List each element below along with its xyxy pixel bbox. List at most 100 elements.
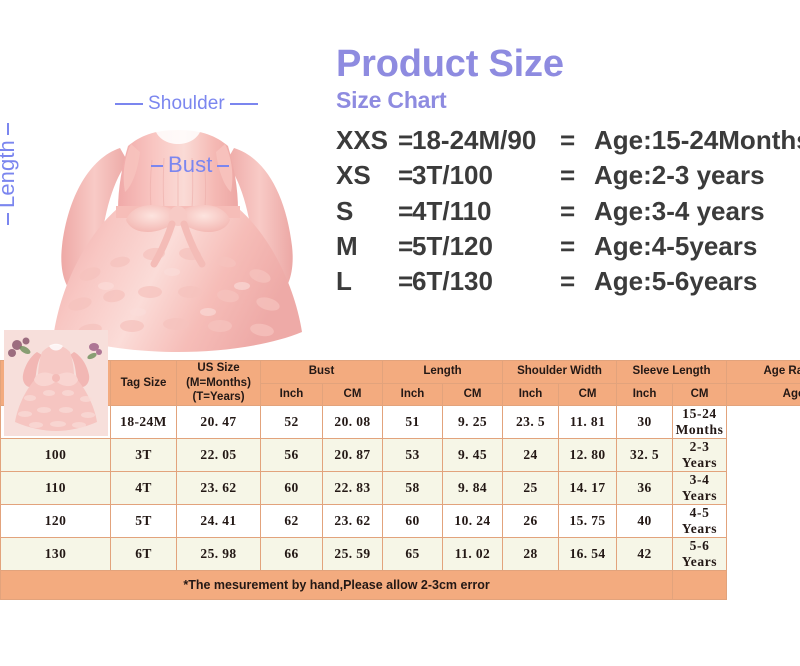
annotation-bust-label: Bust [168, 152, 213, 177]
cell-shoulder-inch: 9. 84 [441, 471, 504, 506]
cell-bust-cm: 60 [260, 471, 323, 506]
subheader-sleeve-inch: Inch [616, 382, 674, 407]
annotation-length-label: Length [0, 140, 19, 208]
cell-shoulder-inch: 9. 45 [441, 438, 504, 473]
subheader-length-inch: Inch [382, 382, 443, 407]
cell-bust-inch: 25. 98 [176, 537, 261, 572]
col-header-length: Length [381, 360, 504, 384]
cell-sleeve-cm: 36 [616, 471, 674, 506]
cell-us-size: 3T [110, 438, 177, 473]
size-spec: 4T/110 [412, 195, 492, 226]
equals-sign-2: = [560, 266, 576, 297]
cell-length-cm: 51 [382, 405, 443, 440]
cell-age: 4-5 Years [672, 504, 728, 539]
product-photo [28, 96, 328, 354]
size-chart-table: Tag Size US Size (M=Months) (T=Years) Bu… [0, 330, 800, 601]
footnote-tail-cell [672, 570, 728, 601]
cell-length-inch: 25. 59 [322, 537, 383, 572]
page-subtitle: Size Chart [336, 87, 447, 114]
cell-shoulder-cm: 24 [502, 438, 560, 473]
size-code: M [336, 231, 358, 262]
annotation-shoulder: Shoulder [110, 93, 263, 115]
size-code: S [336, 195, 354, 226]
size-age: Age:4-5years [594, 231, 758, 262]
us-size-line2: (M=Months) [186, 376, 251, 389]
cell-sleeve-cm: 30 [616, 405, 674, 440]
cell-sleeve-inch: 12. 80 [558, 438, 618, 473]
cell-bust-inch: 23. 62 [176, 471, 261, 506]
cell-age: 15-24 Months [672, 405, 728, 440]
cell-length-inch: 23. 62 [322, 504, 383, 539]
cell-us-size: 5T [110, 504, 177, 539]
subheader-length-cm: CM [441, 382, 504, 407]
col-header-tag-size: Tag Size [110, 359, 177, 407]
size-age: Age:3-4 years [594, 195, 765, 226]
table-row: 100 3T 22. 05 56 20. 87 53 9. 45 24 12. … [0, 438, 800, 473]
col-header-us-size: US Size (M=Months) (T=Years) [176, 359, 261, 407]
cell-length-cm: 60 [382, 504, 443, 539]
cell-shoulder-cm: 26 [502, 504, 560, 539]
leader-line-top [7, 123, 10, 136]
size-info-panel: Product Size Size Chart XXS = 18-24M/90 … [336, 43, 800, 300]
mini-dress-illustration [4, 330, 108, 437]
cell-length-cm: 58 [382, 471, 443, 506]
leader-line-right [229, 102, 258, 105]
cell-bust-inch: 24. 41 [176, 504, 261, 539]
cell-age: 3-4 Years [672, 471, 728, 506]
cell-bust-cm: 56 [260, 438, 323, 473]
size-code: XS [336, 160, 371, 191]
cell-shoulder-cm: 28 [502, 537, 560, 572]
cell-us-size: 6T [110, 537, 177, 572]
footnote-text: *The mesurement by hand,Please allow 2-3… [0, 570, 674, 601]
cell-sleeve-inch: 16. 54 [558, 537, 618, 572]
cell-sleeve-cm: 42 [616, 537, 674, 572]
equals-sign-2: = [560, 195, 576, 226]
table-row: 120 5T 24. 41 62 23. 62 60 10. 24 26 15.… [0, 504, 800, 539]
table-product-photo-cell [0, 330, 111, 437]
leader-line-right [217, 165, 230, 168]
cell-shoulder-inch: 10. 24 [441, 504, 504, 539]
cell-shoulder-inch: 9. 25 [441, 405, 504, 440]
mini-product-photo [4, 330, 108, 437]
page-title: Product Size [336, 43, 564, 85]
table-subheader-row: Inch CM Inch CM Inch CM Inch CM Age [1, 382, 800, 407]
size-code: L [336, 266, 352, 297]
leader-line-left [115, 102, 143, 105]
cell-sleeve-cm: 32. 5 [616, 438, 674, 473]
table-row: 90 18-24M 20. 47 52 20. 08 51 9. 25 23. … [0, 405, 800, 440]
table-row: 130 6T 25. 98 66 25. 59 65 11. 02 28 16.… [0, 537, 800, 572]
table-body: 90 18-24M 20. 47 52 20. 08 51 9. 25 23. … [0, 405, 800, 601]
dress-illustration [54, 127, 302, 352]
cell-length-inch: 20. 87 [322, 438, 383, 473]
size-list-item: L = 6T/130 = Age:5-6years [336, 264, 800, 299]
cell-length-cm: 65 [382, 537, 443, 572]
size-conversion-list: XXS = 18-24M/90 = Age:15-24Months XS = 3… [336, 123, 800, 300]
us-size-line1: US Size [197, 362, 240, 374]
cell-length-inch: 20. 08 [322, 405, 383, 440]
table-row: 110 4T 23. 62 60 22. 83 58 9. 84 25 14. … [0, 471, 800, 506]
us-size-line3: (T=Years) [192, 391, 245, 404]
equals-sign: = [398, 266, 414, 297]
cell-age: 5-6 Years [672, 537, 728, 572]
table-head: Tag Size US Size (M=Months) (T=Years) Bu… [0, 330, 800, 437]
size-list-item: M = 5T/120 = Age:4-5years [336, 229, 800, 264]
cell-age: 2-3 Years [672, 438, 728, 473]
subheader-sleeve-cm: CM [672, 382, 728, 407]
equals-sign-2: = [560, 160, 576, 191]
cell-length-cm: 53 [382, 438, 443, 473]
size-age: Age:15-24Months [594, 125, 800, 156]
annotation-shoulder-label: Shoulder [148, 93, 225, 114]
cell-sleeve-inch: 15. 75 [558, 504, 618, 539]
table-header-row-group: Tag Size US Size (M=Months) (T=Years) Bu… [0, 330, 800, 437]
size-spec: 6T/130 [412, 266, 493, 297]
cell-us-size: 4T [110, 471, 177, 506]
size-age: Age:2-3 years [594, 160, 765, 191]
subheader-shoulder-inch: Inch [502, 382, 560, 407]
equals-sign-2: = [560, 125, 576, 156]
col-header-sleeve-length: Sleeve Length [616, 360, 728, 384]
cell-bust-inch: 20. 47 [176, 405, 261, 440]
leader-line-left [151, 165, 163, 168]
cell-bust-inch: 22. 05 [176, 438, 261, 473]
cell-bust-cm: 66 [260, 537, 323, 572]
size-age: Age:5-6years [594, 266, 758, 297]
